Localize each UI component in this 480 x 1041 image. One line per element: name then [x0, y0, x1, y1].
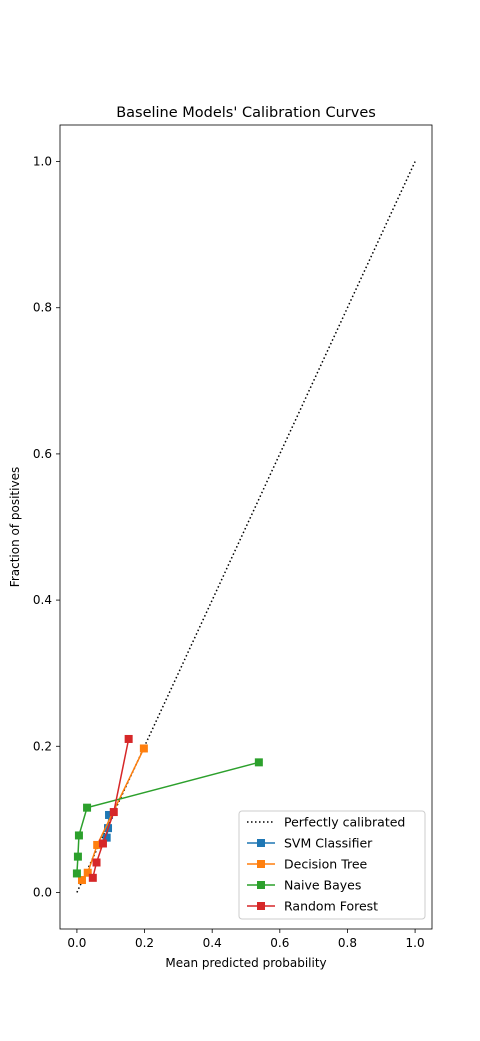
naive-bayes-marker-2: [74, 831, 83, 840]
legend-random-forest-marker: [257, 902, 265, 910]
svm-classifier-marker-0: [102, 833, 111, 842]
y-tick-label-4: 0.8: [33, 301, 52, 315]
legend-random-forest-label: Random Forest: [284, 899, 378, 914]
chart-title: Baseline Models' Calibration Curves: [116, 105, 376, 121]
naive-bayes-marker-3: [83, 803, 92, 812]
y-tick-label-1: 0.2: [33, 739, 52, 753]
x-tick-label-1: 0.2: [135, 936, 154, 950]
naive-bayes-marker-0: [72, 869, 81, 878]
random-forest-marker-1: [92, 858, 101, 867]
legend: Perfectly calibrated SVM Classifier Decisi…: [238, 810, 426, 920]
random-forest-marker-3: [109, 808, 118, 817]
x-tick-label-5: 1.0: [406, 936, 425, 950]
y-axis-label: Fraction of positives: [8, 467, 22, 587]
legend-svm-classifier-marker: [257, 839, 265, 847]
random-forest-marker-4: [124, 734, 133, 743]
x-tick-label-2: 0.4: [203, 936, 222, 950]
decision-tree-marker-3: [139, 744, 148, 753]
x-tick-label-0: 0.0: [67, 936, 86, 950]
legend-svm-classifier-label: SVM Classifier: [284, 836, 373, 851]
x-axis-label: Mean predicted probability: [165, 956, 326, 970]
ticks-layer: 0.0 0.2 0.4 0.6 0.8 1.0 0.0 0.2 0.4 0.6 0.8 1.0: [33, 155, 425, 950]
legend-box: [238, 810, 426, 920]
legend-decision-tree-marker: [257, 860, 265, 868]
legend-perfectly-calibrated-label: Perfectly calibrated: [284, 815, 405, 830]
decision-tree-marker-2: [93, 840, 102, 849]
y-tick-label-3: 0.6: [33, 447, 52, 461]
decision-tree-marker-1: [83, 868, 92, 877]
y-tick-label-0: 0.0: [33, 885, 52, 899]
x-tick-label-4: 0.8: [338, 936, 357, 950]
random-forest-marker-2: [98, 839, 107, 848]
y-tick-label-2: 0.4: [33, 593, 52, 607]
legend-decision-tree-label: Decision Tree: [284, 857, 368, 872]
y-tick-label-5: 1.0: [33, 155, 52, 169]
plot-layer: [72, 161, 416, 893]
random-forest-marker-0: [88, 873, 97, 882]
legend-naive-bayes-marker: [257, 881, 265, 889]
axes-frame: [59, 124, 433, 930]
legend-naive-bayes-label: Naive Bayes: [284, 878, 361, 893]
x-tick-label-3: 0.6: [270, 936, 289, 950]
svm-classifier-marker-2: [105, 810, 114, 819]
naive-bayes-marker-4: [254, 758, 263, 767]
naive-bayes-marker-1: [73, 852, 82, 861]
decision-tree-marker-0: [77, 876, 86, 885]
